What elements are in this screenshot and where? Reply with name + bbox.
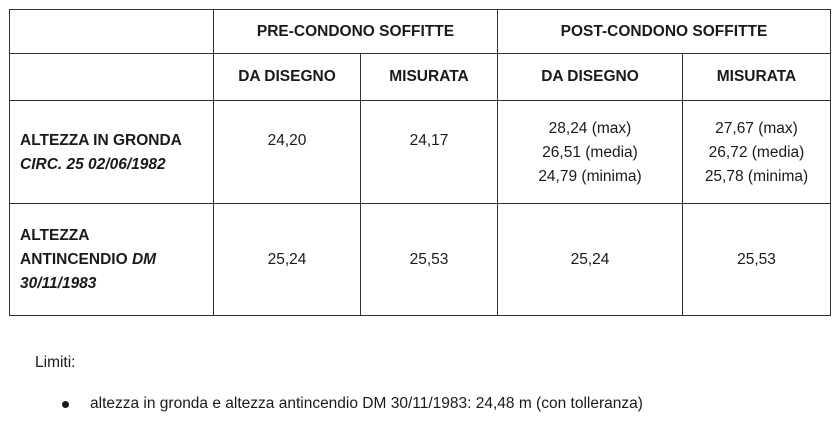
cell-text: 25,78 (minima) (704, 168, 809, 185)
cell-text: 27,67 (max) (715, 120, 798, 137)
subheader: MISURATA (682, 53, 831, 101)
cell-text: 25,24 (267, 250, 307, 268)
cell: 25,53 (682, 203, 831, 316)
cell-text: 25,53 (737, 250, 776, 268)
corner-cell (9, 9, 214, 54)
label-text: ALTEZZA IN GRONDA (20, 132, 182, 149)
row-label: ALTEZZA ANTINCENDIO DM 30/11/1983 (9, 203, 214, 316)
table: PRE-CONDONO SOFFITTE POST-CONDONO SOFFIT… (9, 9, 831, 316)
notes-title: Limiti: (35, 354, 76, 371)
label-wrap: ALTEZZA ANTINCENDIO DM 30/11/1983 (20, 224, 170, 296)
header-row: PRE-CONDONO SOFFITTE POST-CONDONO SOFFIT… (9, 9, 831, 54)
label-text: ALTEZZA ANTINCENDIO (20, 226, 128, 268)
cell-text: 24,79 (minima) (538, 168, 642, 185)
subheader-row: DA DISEGNO MISURATA DA DISEGNO MISURATA (9, 53, 831, 101)
data-row: ALTEZZA ANTINCENDIO DM 30/11/1983 25,24 … (9, 203, 831, 316)
cell-text: 26,51 (media) (542, 144, 638, 161)
corner-cell (9, 53, 214, 101)
row-label: ALTEZZA IN GRONDA CIRC. 25 02/06/1982 (9, 100, 214, 204)
cell-text: 26,72 (media) (708, 144, 805, 161)
cell-text: 28,24 (max) (548, 120, 632, 137)
cell: 25,53 (360, 203, 498, 316)
bullet (62, 401, 69, 408)
cell-text: 24,20 (267, 132, 307, 149)
data-row: ALTEZZA IN GRONDA CIRC. 25 02/06/1982 24… (9, 100, 831, 204)
subheader: DA DISEGNO (213, 53, 361, 101)
subheader: MISURATA (360, 53, 498, 101)
cell: 25,24 (497, 203, 683, 316)
cell-text: 25,53 (409, 250, 449, 268)
cell: 24,20 (213, 100, 361, 204)
label-detail: CIRC. 25 02/06/1982 (20, 156, 166, 173)
label-detail: DM 30/11/1983 (20, 250, 157, 292)
subheader: DA DISEGNO (497, 53, 683, 101)
cell: 24,17 (360, 100, 498, 204)
header-group: POST-CONDONO SOFFITTE (497, 9, 831, 54)
cell: 28,24 (max) 26,51 (media) 24,79 (minima) (497, 100, 683, 204)
cell: 27,67 (max) 26,72 (media) 25,78 (minima) (682, 100, 831, 204)
header-group: PRE-CONDONO SOFFITTE (213, 9, 498, 54)
note-item: altezza in gronda e altezza antincendio … (90, 395, 643, 412)
cell-text: 25,24 (570, 250, 610, 268)
cell: 25,24 (213, 203, 361, 316)
cell-text: 24,17 (409, 132, 449, 149)
